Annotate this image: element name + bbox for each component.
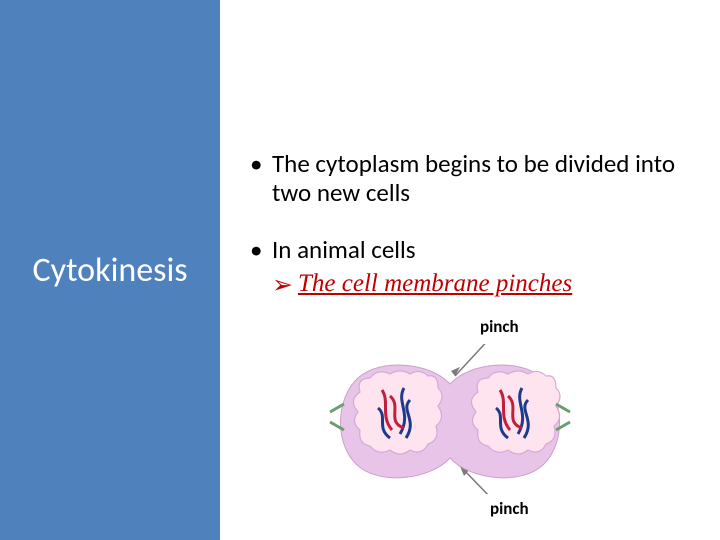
sub-bullet: The cell membrane pinches: [250, 270, 690, 298]
bullet-1: The cytoplasm begins to be divided into …: [250, 150, 690, 208]
sidebar: Cytokinesis: [0, 0, 220, 540]
pinch-label-top: pinch: [480, 316, 519, 337]
bullet-2: In animal cells: [250, 236, 690, 265]
pinch-label-bottom: pinch: [490, 498, 529, 519]
cytokinesis-diagram: [320, 344, 580, 494]
sidebar-title: Cytokinesis: [32, 250, 187, 291]
content-area: The cytoplasm begins to be divided into …: [250, 150, 690, 298]
